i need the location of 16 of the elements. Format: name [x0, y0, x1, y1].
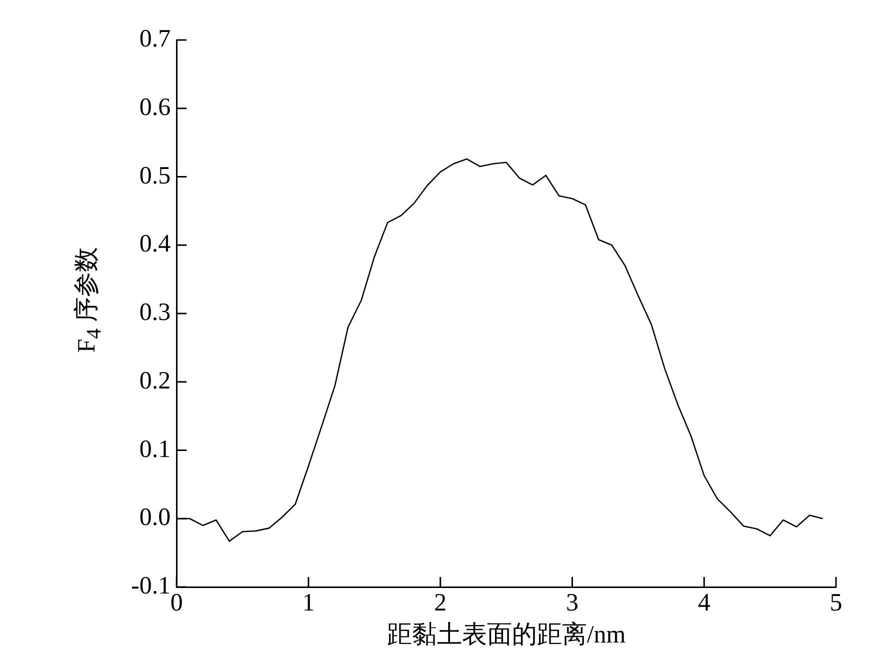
- x-tick-label: 4: [698, 590, 711, 617]
- x-tick-label: 1: [302, 590, 315, 617]
- y-tick-label: -0.1: [130, 572, 171, 600]
- x-tick-label: 0: [170, 590, 183, 617]
- y-tick-label: 0.4: [139, 230, 172, 258]
- x-tick-label: 5: [830, 590, 842, 617]
- y-tick-label: 0.0: [139, 504, 171, 532]
- y-tick-label: 0.3: [139, 299, 171, 326]
- x-axis-title: 距黏土表面的距离/nm: [386, 620, 626, 649]
- y-tick-label: 0.6: [139, 94, 171, 121]
- x-tick-label: 3: [566, 590, 578, 617]
- x-tick-label: 2: [434, 590, 447, 617]
- y-tick-label: 0.2: [139, 367, 171, 394]
- y-tick-label: 0.1: [139, 436, 171, 463]
- y-tick-label: 0.5: [139, 162, 171, 190]
- y-tick-label: 0.7: [139, 26, 171, 53]
